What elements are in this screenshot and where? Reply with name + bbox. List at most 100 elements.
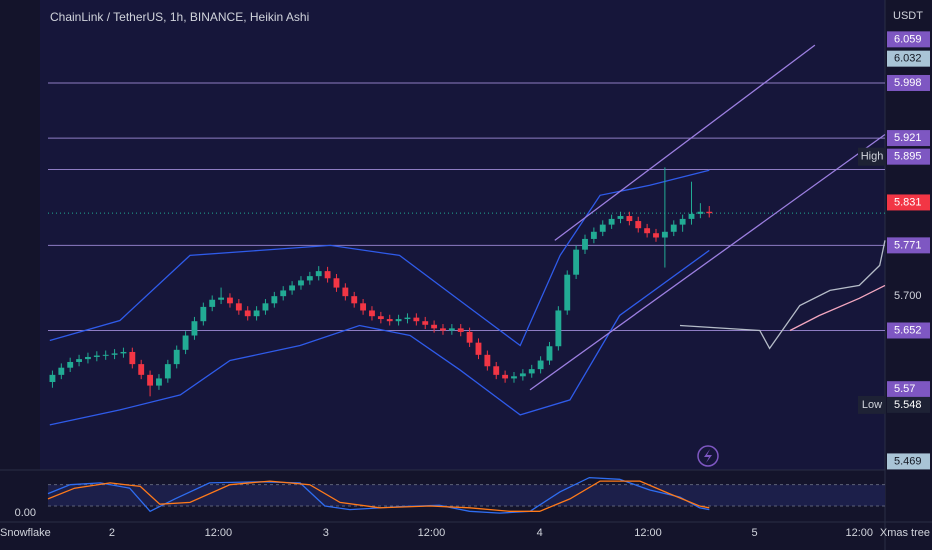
price-tag xyxy=(887,381,930,398)
price-label: 5.57 xyxy=(894,383,915,395)
candle-body xyxy=(138,364,145,375)
candle-body xyxy=(93,355,100,357)
candle-body xyxy=(351,296,358,304)
candle-body xyxy=(235,303,242,311)
candle-body xyxy=(404,317,411,320)
price-label: 6.059 xyxy=(894,33,922,45)
price-tag xyxy=(887,237,930,254)
candle-body xyxy=(360,303,367,311)
candle-body xyxy=(342,287,349,297)
indicator-line xyxy=(679,240,886,350)
candle-body xyxy=(209,299,216,307)
price-tag-name: High xyxy=(861,151,884,163)
candle-body xyxy=(706,211,713,214)
price-tag xyxy=(887,322,930,339)
price-tag xyxy=(887,396,930,413)
indicator-line xyxy=(789,284,886,332)
price-tag xyxy=(887,453,930,470)
chart-title: ChainLink / TetherUS, 1h, BINANCE, Heiki… xyxy=(50,10,309,24)
x-tick-label: 2 xyxy=(109,527,115,539)
indicator-line xyxy=(529,133,886,391)
candle-body xyxy=(227,297,233,304)
candle-body xyxy=(644,228,651,234)
candle-body xyxy=(49,374,56,383)
candle-body xyxy=(582,238,588,250)
tag-box xyxy=(858,395,886,414)
x-tick-label: 12:00 xyxy=(845,527,873,539)
candle-body xyxy=(147,374,154,386)
candle-body xyxy=(448,328,455,331)
candle-body xyxy=(76,359,82,362)
candle-body xyxy=(156,378,162,386)
candle-body xyxy=(431,324,438,329)
candle-body xyxy=(511,376,517,379)
candle-body xyxy=(333,278,340,288)
candle-body xyxy=(200,306,207,322)
candle-body xyxy=(617,216,624,219)
x-tick-label: 12:00 xyxy=(634,527,662,539)
price-pane xyxy=(40,0,885,470)
indicator-line xyxy=(554,44,816,241)
candle-body xyxy=(191,321,198,336)
candle-body xyxy=(58,367,65,375)
candle-body xyxy=(519,373,526,377)
candle-body xyxy=(599,224,606,232)
candle-body xyxy=(475,342,482,355)
price-label: 5.700 xyxy=(894,290,922,302)
candle-body xyxy=(120,351,127,354)
candle-body xyxy=(546,346,553,361)
price-label: 5.895 xyxy=(894,151,922,163)
candle-body xyxy=(590,231,597,239)
price-tag xyxy=(887,194,930,211)
candle-body xyxy=(85,356,91,360)
candle-body xyxy=(573,249,580,275)
price-tag xyxy=(887,50,930,67)
candle-body xyxy=(670,224,677,232)
candle-body xyxy=(67,361,74,368)
candle-body xyxy=(173,349,180,365)
price-tag xyxy=(887,148,930,165)
candle-body xyxy=(306,276,313,281)
candle-body xyxy=(661,231,668,238)
candle-body xyxy=(493,366,500,375)
candle-body xyxy=(129,351,136,365)
x-tick-label: 4 xyxy=(537,527,543,539)
candle-body xyxy=(315,271,322,277)
price-label: 5.469 xyxy=(894,455,922,467)
candle-body xyxy=(466,331,473,343)
candle-body xyxy=(635,221,642,229)
candle-body xyxy=(608,218,615,225)
candle-body xyxy=(626,216,633,222)
x-tick-label: 12:00 xyxy=(418,527,446,539)
price-label: 5.652 xyxy=(894,324,922,336)
price-label: 5.548 xyxy=(894,399,922,411)
price-tag xyxy=(887,31,930,48)
candle-body xyxy=(289,285,296,291)
candle-body xyxy=(386,319,393,322)
alert-bolt xyxy=(704,449,712,463)
x-tick-label: 5 xyxy=(751,527,757,539)
candle-body xyxy=(218,297,225,300)
price-label: 5.771 xyxy=(894,239,922,251)
osc-tick-label: 0.00 xyxy=(15,507,36,519)
candle-body xyxy=(457,328,464,332)
candle-body xyxy=(422,321,429,325)
price-label: 5.921 xyxy=(894,132,922,144)
x-tick-label: 12:00 xyxy=(205,527,233,539)
candle-body xyxy=(537,360,544,370)
candle-body xyxy=(395,319,402,322)
price-label: 5.831 xyxy=(894,196,922,208)
tag-box xyxy=(858,147,886,166)
candle-body xyxy=(253,310,260,317)
osc-band xyxy=(48,484,885,506)
price-tag xyxy=(887,74,930,91)
candle-body xyxy=(324,271,331,279)
alert-icon[interactable] xyxy=(697,445,719,467)
indicator-line xyxy=(49,169,710,347)
candle-body xyxy=(182,335,189,350)
candle-body xyxy=(369,310,375,317)
footer-left: Snowflake xyxy=(0,527,51,539)
candle-body xyxy=(653,233,659,238)
price-label: 5.998 xyxy=(894,77,922,89)
